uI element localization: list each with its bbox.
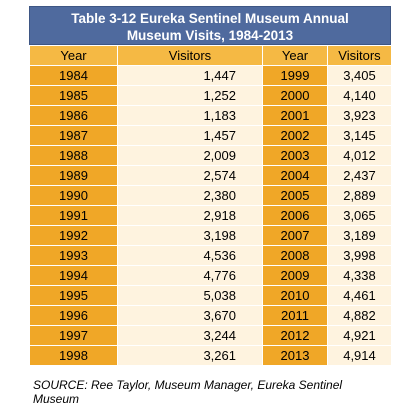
year-cell: 2002	[262, 125, 328, 146]
visitors-cell: 3,244	[117, 325, 263, 346]
table-row: 1998 3,261 2013 4,914	[29, 345, 392, 366]
visitors-cell: 1,447	[117, 65, 263, 86]
visitors-cell: 4,776	[117, 265, 263, 286]
year-cell: 2013	[262, 345, 328, 366]
year-cell: 1996	[29, 305, 118, 326]
visitors-cell: 3,670	[117, 305, 263, 326]
year-cell: 2010	[262, 285, 328, 306]
visitors-cell: 1,457	[117, 125, 263, 146]
visitors-cell: 3,198	[117, 225, 263, 246]
year-cell: 2005	[262, 185, 328, 206]
visitors-cell: 4,012	[327, 145, 392, 166]
year-cell: 1995	[29, 285, 118, 306]
header-visitors-left: Visitors	[117, 45, 263, 66]
table-row: 1986 1,183 2001 3,923	[29, 105, 392, 126]
table-row: 1984 1,447 1999 3,405	[29, 65, 392, 86]
visitors-cell: 2,574	[117, 165, 263, 186]
visitors-cell: 3,923	[327, 105, 392, 126]
visitors-cell: 2,437	[327, 165, 392, 186]
year-cell: 1986	[29, 105, 118, 126]
visitors-cell: 4,914	[327, 345, 392, 366]
visitors-cell: 2,380	[117, 185, 263, 206]
visits-table-container: Table 3-12 Eureka Sentinel Museum Annual…	[29, 6, 392, 366]
visitors-cell: 4,461	[327, 285, 392, 306]
year-cell: 2008	[262, 245, 328, 266]
year-cell: 1987	[29, 125, 118, 146]
year-cell: 2009	[262, 265, 328, 286]
year-cell: 2004	[262, 165, 328, 186]
visitors-cell: 1,252	[117, 85, 263, 106]
visitors-cell: 4,536	[117, 245, 263, 266]
table-row: 1991 2,918 2006 3,065	[29, 205, 392, 226]
table-row: 1989 2,574 2004 2,437	[29, 165, 392, 186]
year-cell: 1990	[29, 185, 118, 206]
visitors-cell: 2,918	[117, 205, 263, 226]
year-cell: 1985	[29, 85, 118, 106]
source-note: SOURCE: Ree Taylor, Museum Manager, Eure…	[33, 378, 393, 406]
visitors-cell: 2,889	[327, 185, 392, 206]
visitors-cell: 3,261	[117, 345, 263, 366]
year-cell: 1989	[29, 165, 118, 186]
table-header-row: Year Visitors Year Visitors	[29, 45, 392, 66]
visitors-cell: 3,998	[327, 245, 392, 266]
header-year-left: Year	[29, 45, 118, 66]
visitors-cell: 3,405	[327, 65, 392, 86]
source-line2: Museum	[33, 392, 80, 406]
year-cell: 1988	[29, 145, 118, 166]
table-title-line2: Museum Visits, 1984-2013	[126, 28, 294, 43]
year-cell: 1994	[29, 265, 118, 286]
year-cell: 2003	[262, 145, 328, 166]
table-row: 1994 4,776 2009 4,338	[29, 265, 392, 286]
year-cell: 2000	[262, 85, 328, 106]
year-cell: 1984	[29, 65, 118, 86]
visitors-cell: 3,065	[327, 205, 392, 226]
table-row: 1992 3,198 2007 3,189	[29, 225, 392, 246]
year-cell: 2012	[262, 325, 328, 346]
source-line1: SOURCE: Ree Taylor, Museum Manager, Eure…	[33, 378, 343, 392]
visitors-cell: 1,183	[117, 105, 263, 126]
header-visitors-right: Visitors	[327, 45, 392, 66]
visitors-cell: 3,189	[327, 225, 392, 246]
year-cell: 2007	[262, 225, 328, 246]
table-title-line1: Table 3-12 Eureka Sentinel Museum Annual	[71, 11, 349, 26]
year-cell: 1993	[29, 245, 118, 266]
year-cell: 1999	[262, 65, 328, 86]
visitors-cell: 2,009	[117, 145, 263, 166]
year-cell: 1992	[29, 225, 118, 246]
visitors-cell: 4,140	[327, 85, 392, 106]
table-row: 1990 2,380 2005 2,889	[29, 185, 392, 206]
visits-table: Year Visitors Year Visitors 1984 1,447 199…	[29, 45, 392, 366]
year-cell: 1997	[29, 325, 118, 346]
year-cell: 2011	[262, 305, 328, 326]
year-cell: 2006	[262, 205, 328, 226]
table-row: 1995 5,038 2010 4,461	[29, 285, 392, 306]
table-row: 1997 3,244 2012 4,921	[29, 325, 392, 346]
table-body: 1984 1,447 1999 3,405 1985 1,252 2000 4,140 1986…	[29, 65, 392, 366]
visitors-cell: 3,145	[327, 125, 392, 146]
table-row: 1988 2,009 2003 4,012	[29, 145, 392, 166]
year-cell: 1998	[29, 345, 118, 366]
visitors-cell: 4,882	[327, 305, 392, 326]
table-row: 1987 1,457 2002 3,145	[29, 125, 392, 146]
visitors-cell: 4,338	[327, 265, 392, 286]
table-row: 1985 1,252 2000 4,140	[29, 85, 392, 106]
table-row: 1993 4,536 2008 3,998	[29, 245, 392, 266]
header-year-right: Year	[262, 45, 328, 66]
visitors-cell: 5,038	[117, 285, 263, 306]
year-cell: 2001	[262, 105, 328, 126]
table-title: Table 3-12 Eureka Sentinel Museum Annual…	[29, 6, 391, 45]
table-row: 1996 3,670 2011 4,882	[29, 305, 392, 326]
visitors-cell: 4,921	[327, 325, 392, 346]
year-cell: 1991	[29, 205, 118, 226]
